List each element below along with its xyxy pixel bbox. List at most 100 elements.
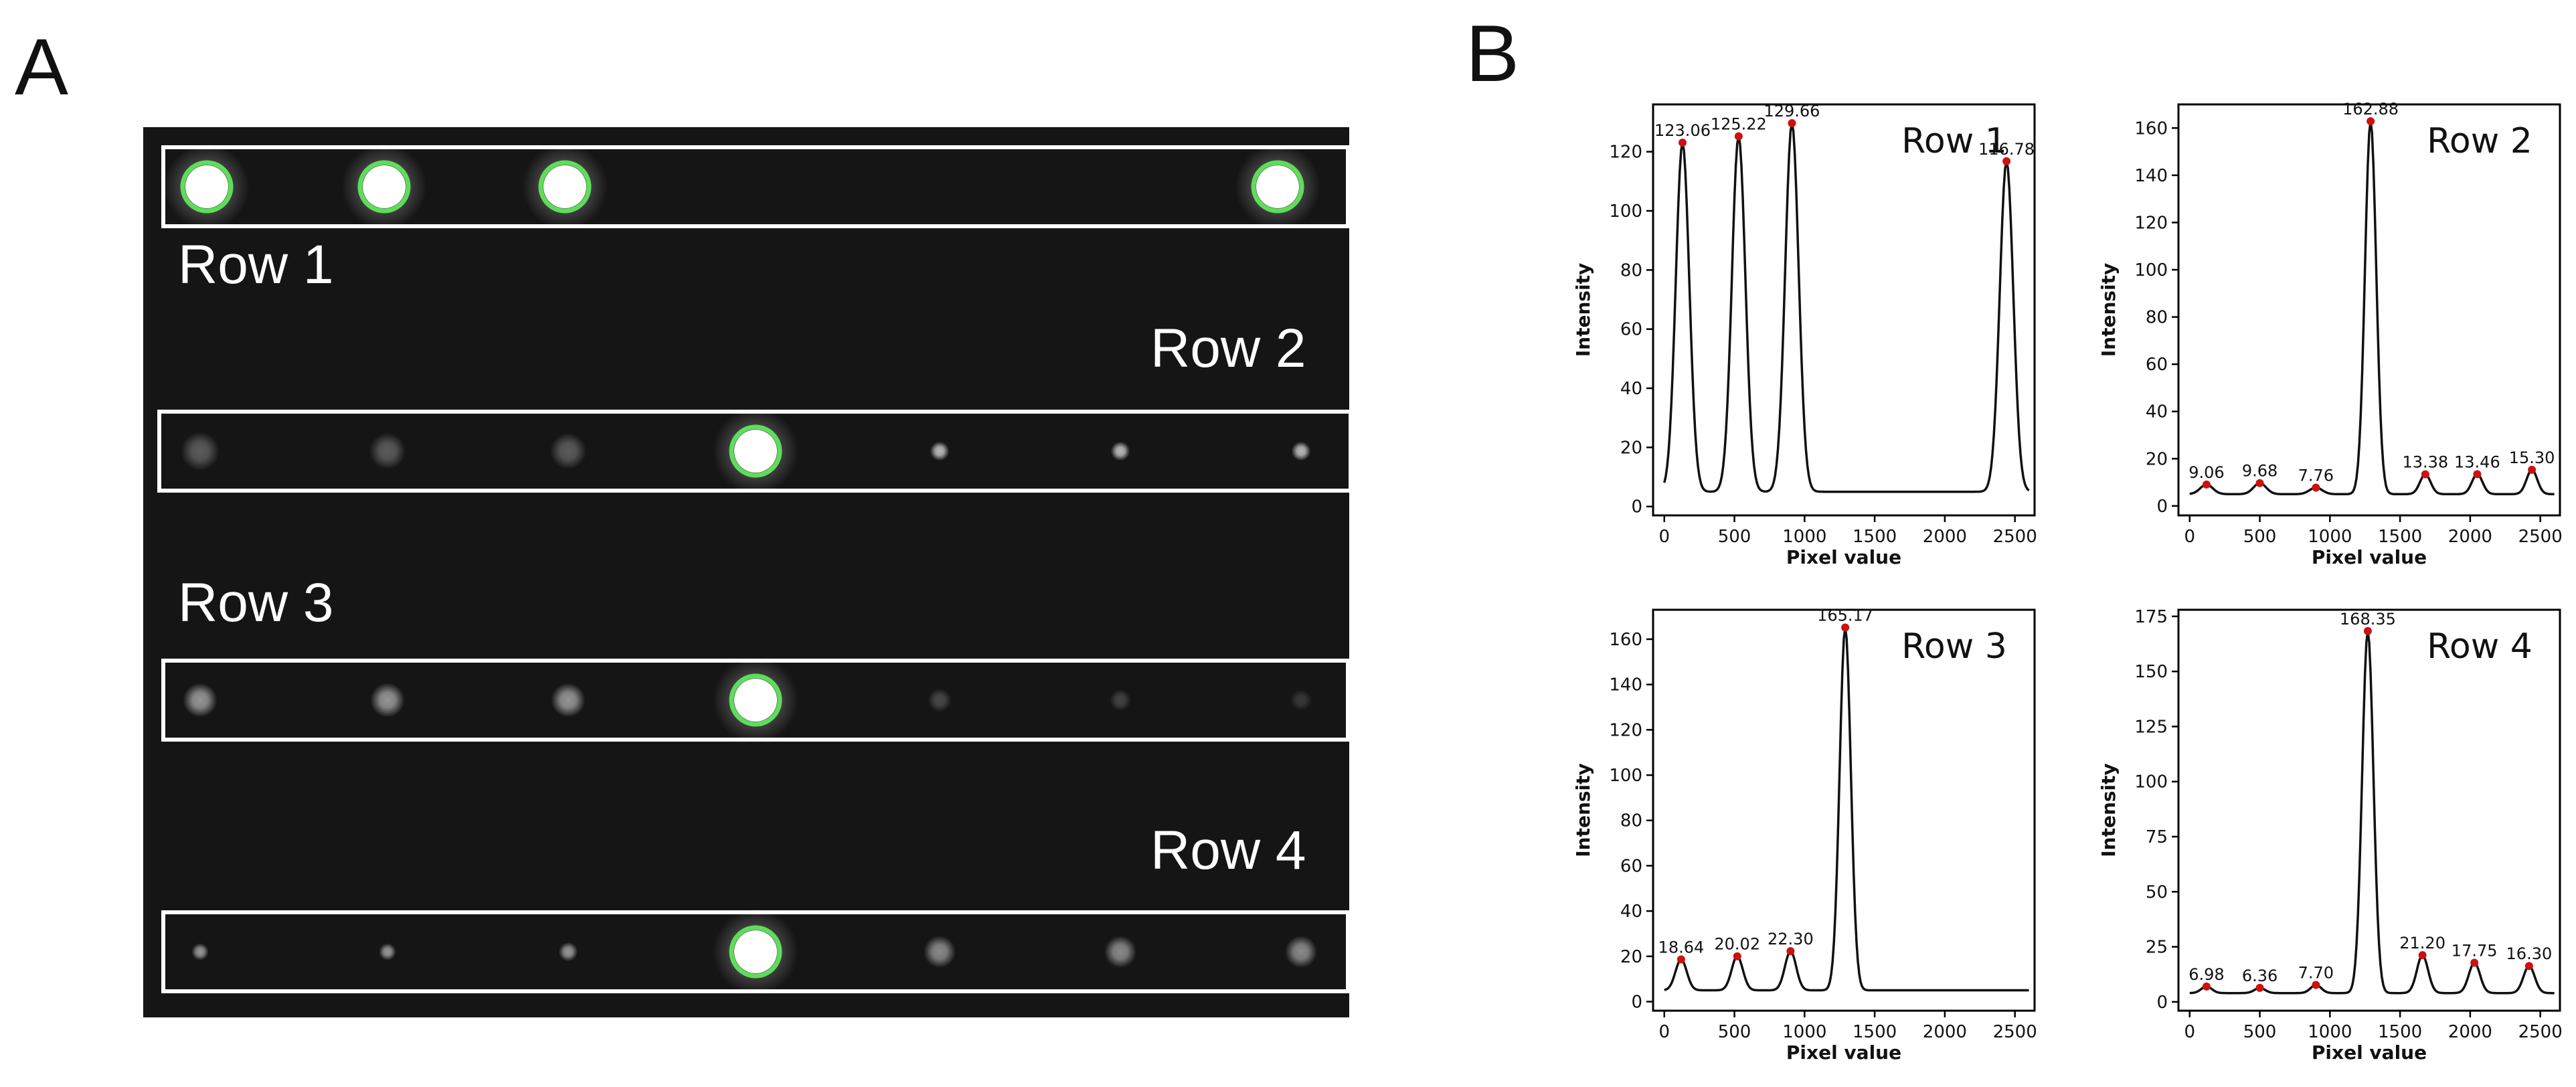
x-tick-label: 1500 xyxy=(2378,1022,2422,1042)
peak-marker xyxy=(1677,955,1685,964)
plot-title: Row 4 xyxy=(2427,626,2532,667)
blot-spot xyxy=(1285,936,1317,968)
y-tick-label: 0 xyxy=(2156,993,2168,1013)
plot-title: Row 3 xyxy=(1901,626,2007,667)
peak-marker xyxy=(1841,623,1850,632)
peak-marker xyxy=(2418,951,2427,960)
peak-value-label: 22.30 xyxy=(1768,930,1814,948)
y-tick-label: 0 xyxy=(2156,497,2168,517)
y-tick-label: 0 xyxy=(1631,497,1642,517)
row-box xyxy=(161,910,1349,993)
plot-frame xyxy=(1652,103,2036,517)
intensity-plot-row-4: 0 500 1000 1500 2000 2500 0 25 50 75 100 125 150 175 P… xyxy=(2058,586,2576,1084)
y-tick-label: 150 xyxy=(2134,662,2168,682)
peak-marker xyxy=(1788,119,1796,128)
peak-value-label: 165.17 xyxy=(1817,606,1873,624)
x-axis-label: Pixel value xyxy=(2312,1041,2427,1064)
y-tick-label: 40 xyxy=(1620,902,1642,922)
dot-blot-image: Row 1 Row 2 Row 3 Row 4 xyxy=(143,127,1349,1017)
plot-frame xyxy=(2177,103,2561,517)
detected-spot-ring xyxy=(357,160,411,214)
x-tick-label: 2500 xyxy=(2518,527,2563,547)
y-tick-label: 120 xyxy=(1609,143,1642,163)
blot-spot xyxy=(1290,689,1312,711)
blot-spot xyxy=(928,688,952,712)
blot-spot xyxy=(1104,936,1136,968)
y-axis-label: Intensity xyxy=(2097,763,2120,857)
row-3-label: Row 3 xyxy=(178,572,334,633)
peak-value-label: 129.66 xyxy=(1764,102,1820,120)
row-1-label: Row 1 xyxy=(178,234,334,295)
panel-b-letter: B xyxy=(1466,9,1520,98)
intensity-plot-row-3: 0 500 1000 1500 2000 2500 0 20 40 60 80 100 120 140 16… xyxy=(1533,586,2055,1084)
x-tick-label: 500 xyxy=(2243,527,2277,547)
y-tick-label: 80 xyxy=(2146,308,2168,328)
plot-frame xyxy=(1652,608,2036,1012)
intensity-plot-row-2: 0 500 1000 1500 2000 2500 0 20 40 60 80 100 120 140 16… xyxy=(2058,80,2576,592)
x-tick-label: 1500 xyxy=(1853,1022,1897,1042)
blot-spot xyxy=(185,165,228,208)
peak-marker xyxy=(2421,470,2429,479)
x-tick-label: 0 xyxy=(1658,527,1670,547)
x-axis-label: Pixel value xyxy=(1786,1041,1901,1064)
peak-value-label: 13.46 xyxy=(2454,452,2500,471)
y-tick-label: 60 xyxy=(1620,856,1642,876)
peak-value-label: 6.98 xyxy=(2188,965,2224,984)
detected-spot-ring xyxy=(1251,160,1304,214)
x-tick-label: 2000 xyxy=(2448,527,2492,547)
peak-value-label: 16.30 xyxy=(2506,944,2553,963)
dot-blot-spots xyxy=(157,144,1349,995)
detected-spot-ring xyxy=(729,424,782,478)
blot-spot xyxy=(370,683,405,718)
x-tick-label: 1000 xyxy=(1782,527,1826,547)
blot-spot xyxy=(930,441,950,461)
x-tick-label: 2000 xyxy=(1923,527,1967,547)
plot-title: Row 2 xyxy=(2427,121,2532,161)
peak-value-label: 125.22 xyxy=(1711,115,1767,134)
intensity-profile-line xyxy=(1663,122,2030,493)
x-tick-label: 2500 xyxy=(1993,527,2037,547)
peak-marker xyxy=(2473,470,2482,479)
y-tick-label: 60 xyxy=(1620,320,1642,340)
blot-spot xyxy=(183,683,218,718)
peak-marker xyxy=(2255,479,2264,487)
peak-marker xyxy=(2202,982,2211,991)
peak-marker xyxy=(2312,483,2320,492)
blot-spot xyxy=(734,930,777,973)
peak-value-label: 7.76 xyxy=(2298,467,2334,485)
peak-value-label: 21.20 xyxy=(2399,934,2445,952)
y-tick-label: 50 xyxy=(2146,882,2168,902)
peak-value-label: 123.06 xyxy=(1654,121,1711,140)
y-tick-label: 40 xyxy=(1620,379,1642,399)
x-axis-label: Pixel value xyxy=(2312,546,2427,568)
peak-value-label: 6.36 xyxy=(2242,967,2278,985)
row-4-label: Row 4 xyxy=(1150,820,1306,881)
y-tick-label: 0 xyxy=(1631,992,1642,1012)
peak-marker xyxy=(2470,958,2479,967)
y-tick-label: 60 xyxy=(2146,355,2168,375)
row-box xyxy=(161,145,1349,228)
peak-marker xyxy=(1733,952,1741,960)
peak-value-label: 20.02 xyxy=(1714,935,1760,954)
x-tick-label: 0 xyxy=(2184,527,2195,547)
peak-marker xyxy=(2312,981,2320,989)
blot-spot xyxy=(549,432,587,470)
y-tick-label: 80 xyxy=(1620,260,1642,280)
x-tick-label: 1000 xyxy=(2308,527,2352,547)
blot-spot xyxy=(924,936,956,968)
y-tick-label: 140 xyxy=(2134,166,2168,186)
x-tick-label: 2000 xyxy=(1923,1022,1967,1042)
blot-spot xyxy=(734,430,777,473)
peak-marker xyxy=(2002,157,2011,165)
row-box xyxy=(157,410,1349,493)
y-tick-label: 175 xyxy=(2134,607,2168,627)
plot-title: Row 1 xyxy=(1901,121,2007,161)
y-axis-label: Intensity xyxy=(2097,263,2120,357)
y-tick-label: 140 xyxy=(1609,675,1642,695)
peak-value-label: 168.35 xyxy=(2340,610,2396,629)
peak-marker xyxy=(2363,626,2372,635)
peak-marker xyxy=(2202,480,2211,489)
y-axis-label: Intensity xyxy=(1572,763,1594,857)
y-tick-label: 100 xyxy=(2134,772,2168,792)
peak-marker xyxy=(1679,139,1687,147)
